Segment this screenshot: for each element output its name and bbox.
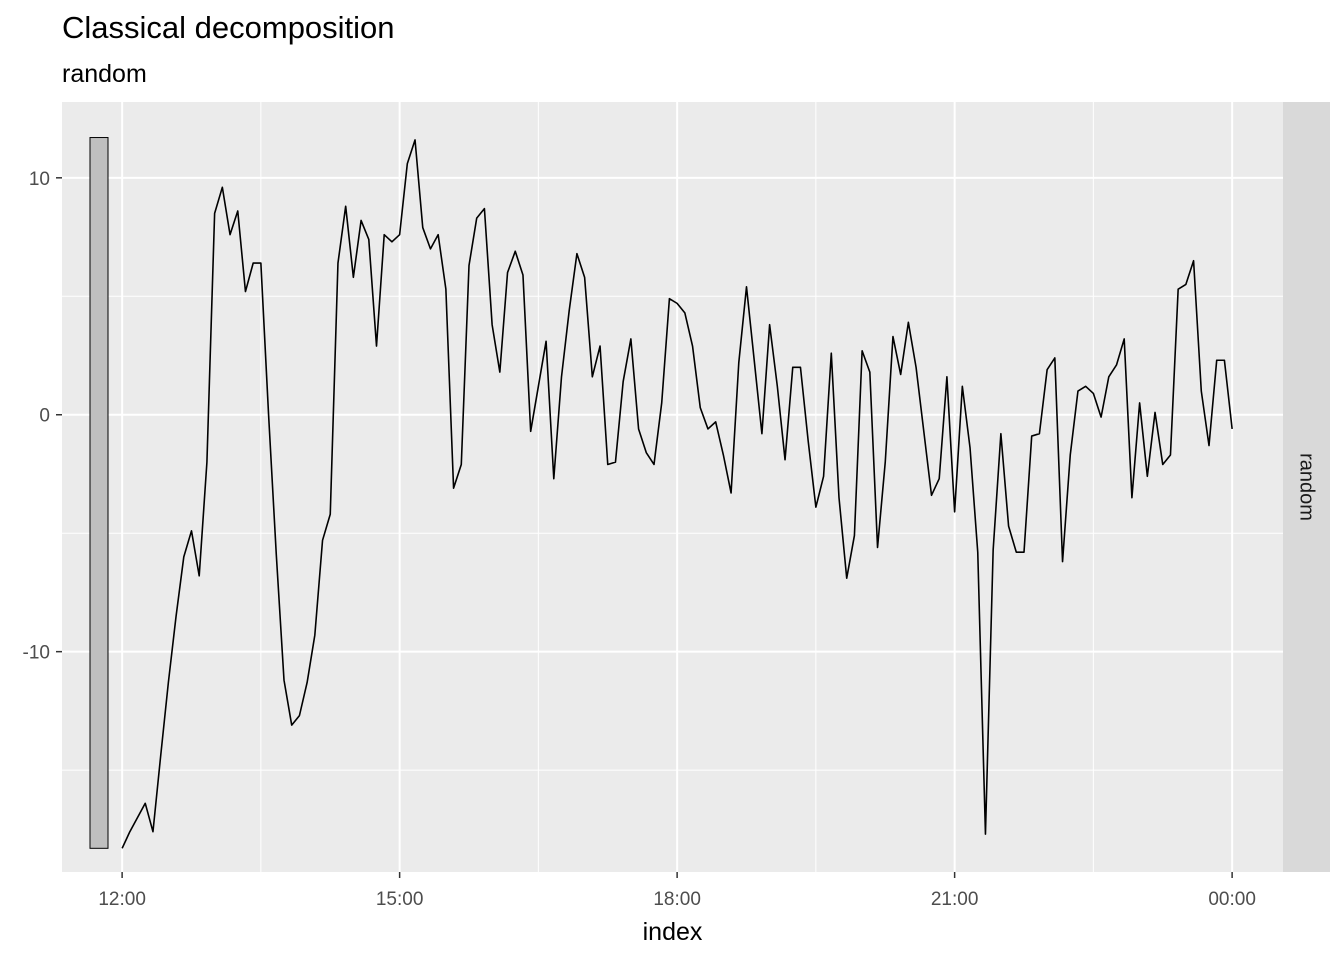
x-tick-label: 12:00 xyxy=(98,889,146,910)
x-axis-title: index xyxy=(643,918,703,946)
x-tick-label: 15:00 xyxy=(376,889,424,910)
x-tick-label: 21:00 xyxy=(931,889,979,910)
scale-bar xyxy=(89,137,109,849)
axis-layer: 12:00 15:00 18:00 21:00 00:00 -10 0 10 index xyxy=(23,169,1256,946)
y-tick-label: 10 xyxy=(29,169,50,190)
series-layer xyxy=(121,139,1233,849)
grid-layer xyxy=(62,102,1283,872)
y-tick-label: -10 xyxy=(23,643,50,664)
y-tick-label: 0 xyxy=(39,406,50,427)
x-tick-label: 00:00 xyxy=(1208,889,1256,910)
scale-bar-layer xyxy=(89,137,109,849)
facet-strip: random xyxy=(1283,102,1330,872)
chart-title: Classical decomposition xyxy=(62,10,395,45)
x-tick-label: 18:00 xyxy=(653,889,701,910)
facet-strip-background xyxy=(1283,102,1330,872)
panel-layer xyxy=(62,102,1283,872)
plot-panel xyxy=(62,102,1283,872)
series-line-0 xyxy=(121,139,1233,849)
chart-subtitle: random xyxy=(62,60,147,88)
facet-strip-label: random xyxy=(1296,453,1318,521)
